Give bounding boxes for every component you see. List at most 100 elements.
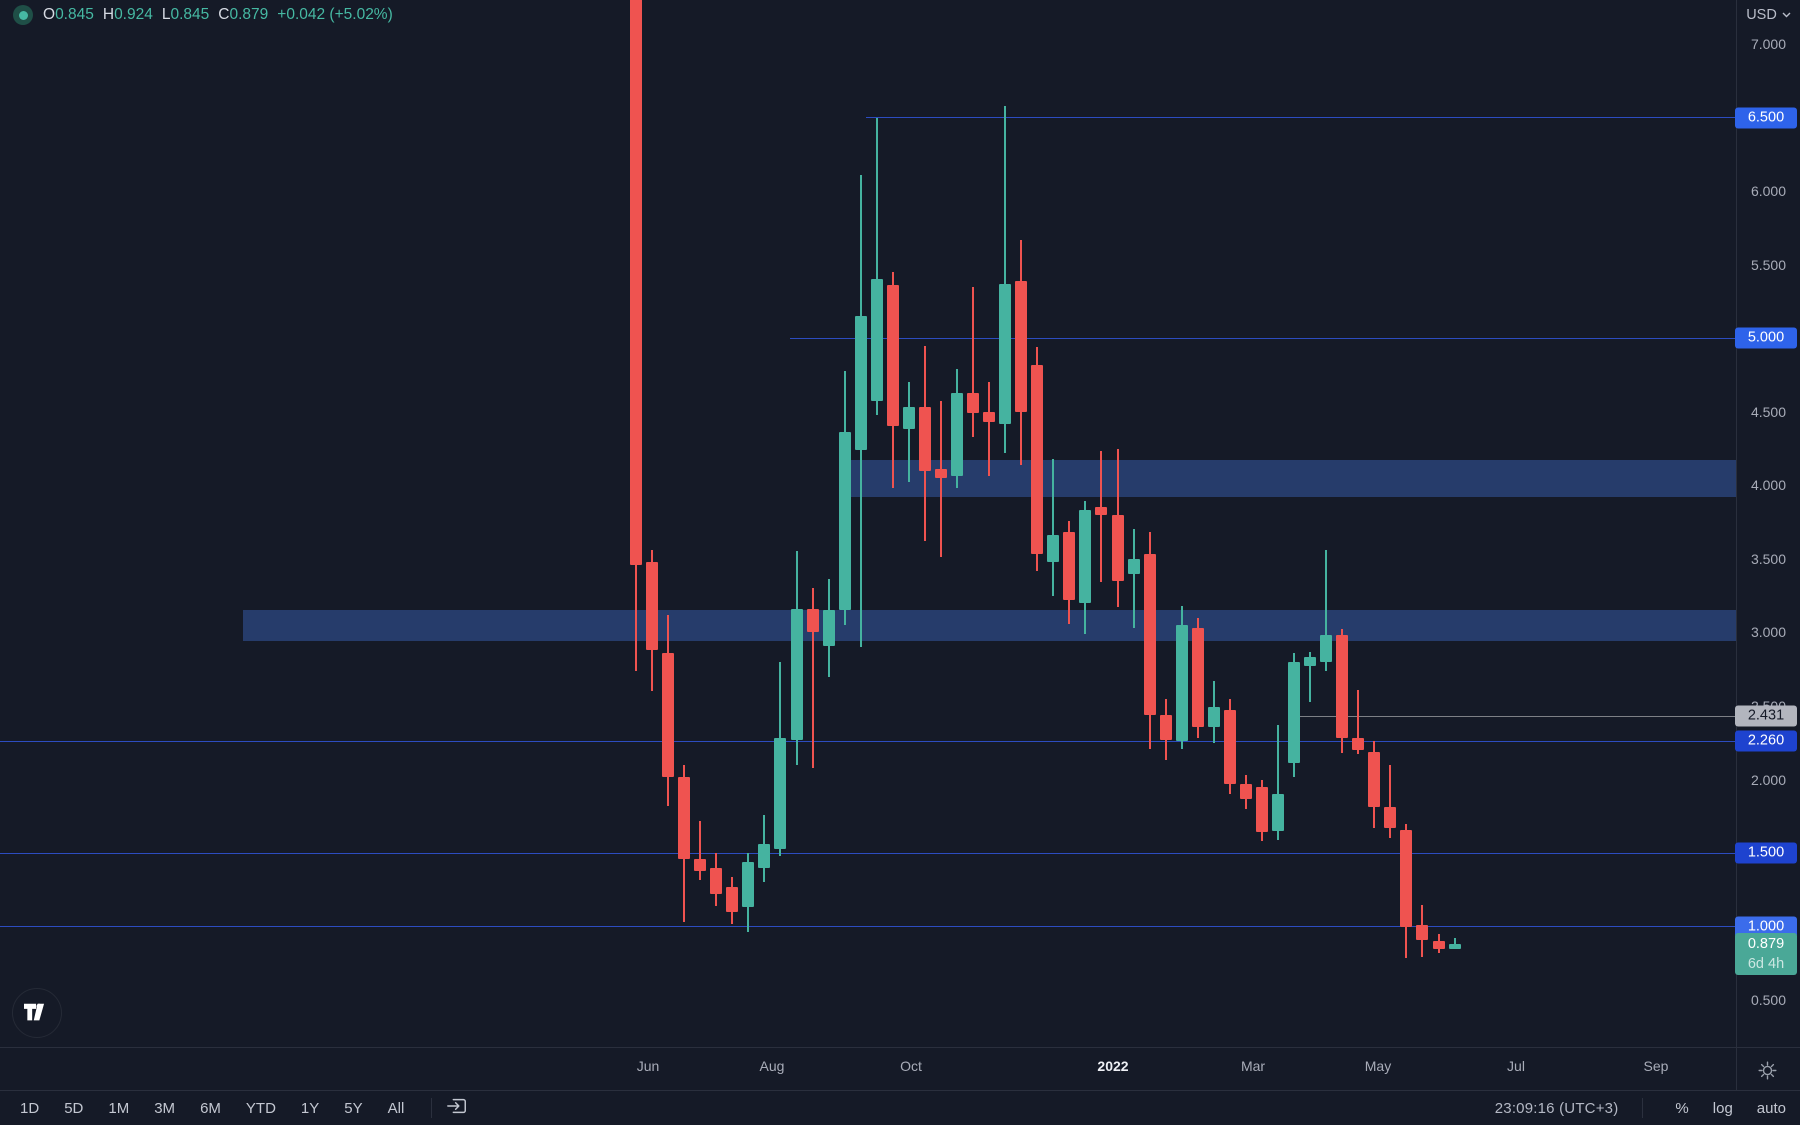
candle-body[interactable] (630, 0, 642, 565)
candle-body[interactable] (1384, 807, 1397, 829)
range-button-5y[interactable]: 5Y (344, 1099, 363, 1117)
candle-body[interactable] (967, 392, 980, 414)
ohlc-legend: O0.845 H0.924 L0.845 C0.879 +0.042 (+5.0… (13, 5, 393, 25)
time-label-Jun: Jun (636, 1058, 660, 1074)
candle-body[interactable] (1320, 635, 1333, 662)
range-button-ytd[interactable]: YTD (245, 1099, 276, 1117)
candle-wick (1357, 689, 1360, 755)
range-button-all[interactable]: All (387, 1099, 405, 1117)
auto-scale-button[interactable]: auto (1756, 1099, 1786, 1117)
candle-body[interactable] (790, 608, 803, 740)
toolbar-divider (431, 1098, 433, 1118)
price-line-1.500[interactable] (0, 852, 1736, 854)
candle-body[interactable] (1095, 507, 1108, 515)
candle-body[interactable] (1111, 514, 1124, 581)
range-button-3m[interactable]: 3M (154, 1099, 176, 1117)
price-badge-1.000: 1.000 (1735, 916, 1797, 938)
candle-wick (1325, 550, 1328, 671)
price-axis[interactable]: 6.500 5.000 2.431 2.260 1.500 1.000 0.879 6d 4h… (1735, 0, 1800, 1047)
candle-wick (972, 286, 975, 437)
goto-date-button[interactable] (440, 1093, 474, 1123)
price-line-6.500[interactable] (866, 117, 1736, 119)
candle-body[interactable] (742, 861, 755, 908)
time-label-Jul: Jul (1507, 1058, 1525, 1074)
candle-body[interactable] (870, 279, 883, 402)
candle-body[interactable] (1063, 532, 1076, 601)
candle-body[interactable] (646, 561, 659, 651)
candle-body[interactable] (1015, 280, 1028, 412)
candle-body[interactable] (983, 411, 996, 423)
candle-body[interactable] (902, 407, 915, 430)
percent-scale-button[interactable]: % (1675, 1099, 1689, 1117)
calendar-arrow-icon (447, 1098, 467, 1114)
candle-body[interactable] (1255, 786, 1268, 833)
candle-body[interactable] (918, 407, 931, 471)
supply-zone-1[interactable] (839, 460, 1736, 498)
candle-body[interactable] (934, 469, 947, 478)
candle-wick (1132, 529, 1135, 628)
log-scale-button[interactable]: log (1712, 1099, 1733, 1117)
candle-body[interactable] (1448, 944, 1461, 950)
axis-settings-button[interactable] (1754, 1057, 1780, 1083)
candle-body[interactable] (710, 867, 723, 895)
chart-pane[interactable] (0, 0, 1736, 1047)
candle-body[interactable] (774, 738, 787, 849)
candle-body[interactable] (854, 316, 867, 450)
candle-wick (1309, 651, 1312, 702)
price-line-0.879[interactable] (0, 944, 1736, 945)
price-tick-3.000: 3.000 (1750, 624, 1787, 641)
price-badge-1.500: 1.500 (1735, 842, 1797, 864)
candle-body[interactable] (758, 844, 771, 868)
candle-body[interactable] (1288, 661, 1301, 764)
candle-body[interactable] (1400, 829, 1413, 927)
range-button-1d[interactable]: 1D (20, 1099, 40, 1117)
time-label-Aug: Aug (759, 1058, 785, 1074)
clock-display[interactable]: 23:09:16 (UTC+3) (1494, 1099, 1619, 1117)
candle-body[interactable] (662, 652, 675, 777)
time-label-Mar: Mar (1240, 1058, 1266, 1074)
currency-selector[interactable]: USD (1737, 4, 1800, 26)
candle-body[interactable] (838, 432, 851, 611)
candle-wick (811, 588, 814, 768)
series-marker-dot[interactable] (13, 5, 33, 25)
time-axis[interactable]: Jun Aug Oct 2022 Mar May Jul Sep (0, 1047, 1800, 1090)
candle-body[interactable] (1304, 657, 1317, 667)
candle-body[interactable] (1175, 625, 1188, 742)
candle-body[interactable] (1239, 783, 1252, 799)
candle-body[interactable] (822, 610, 835, 646)
candle-body[interactable] (1207, 707, 1220, 727)
candle-body[interactable] (1143, 554, 1156, 715)
candle-wick (875, 117, 878, 415)
candle-body[interactable] (1079, 510, 1092, 603)
candle-body[interactable] (1432, 940, 1445, 950)
candle-body[interactable] (886, 285, 899, 427)
candle-body[interactable] (726, 886, 739, 912)
candle-body[interactable] (1416, 925, 1429, 940)
candle-body[interactable] (1272, 794, 1284, 831)
range-button-5d[interactable]: 5D (64, 1099, 84, 1117)
candle-body[interactable] (1223, 710, 1236, 784)
candle-body[interactable] (1191, 627, 1204, 727)
candle-body[interactable] (1352, 738, 1365, 751)
candle-body[interactable] (1127, 558, 1140, 574)
range-button-1m[interactable]: 1M (108, 1099, 130, 1117)
candle-body[interactable] (1159, 714, 1172, 740)
range-button-6m[interactable]: 6M (200, 1099, 221, 1117)
range-button-1y[interactable]: 1Y (300, 1099, 320, 1117)
candle-body[interactable] (951, 392, 963, 477)
price-line-1.000[interactable] (0, 926, 1736, 928)
candle-body[interactable] (999, 283, 1012, 424)
candle-body[interactable] (1047, 535, 1060, 562)
price-line-2.431[interactable] (1290, 715, 1736, 717)
price-tick-3.500: 3.500 (1750, 550, 1787, 567)
price-line-5.000[interactable] (790, 337, 1736, 339)
candle-body[interactable] (678, 776, 691, 859)
candle-body[interactable] (1336, 635, 1349, 739)
candle-body[interactable] (1368, 751, 1381, 808)
candle-body[interactable] (694, 858, 707, 871)
supply-zone-2[interactable] (243, 610, 1736, 642)
candle-body[interactable] (1031, 364, 1044, 555)
candle-body[interactable] (806, 608, 819, 633)
price-line-2.260[interactable] (0, 740, 1736, 742)
tradingview-logo[interactable] (12, 988, 62, 1038)
